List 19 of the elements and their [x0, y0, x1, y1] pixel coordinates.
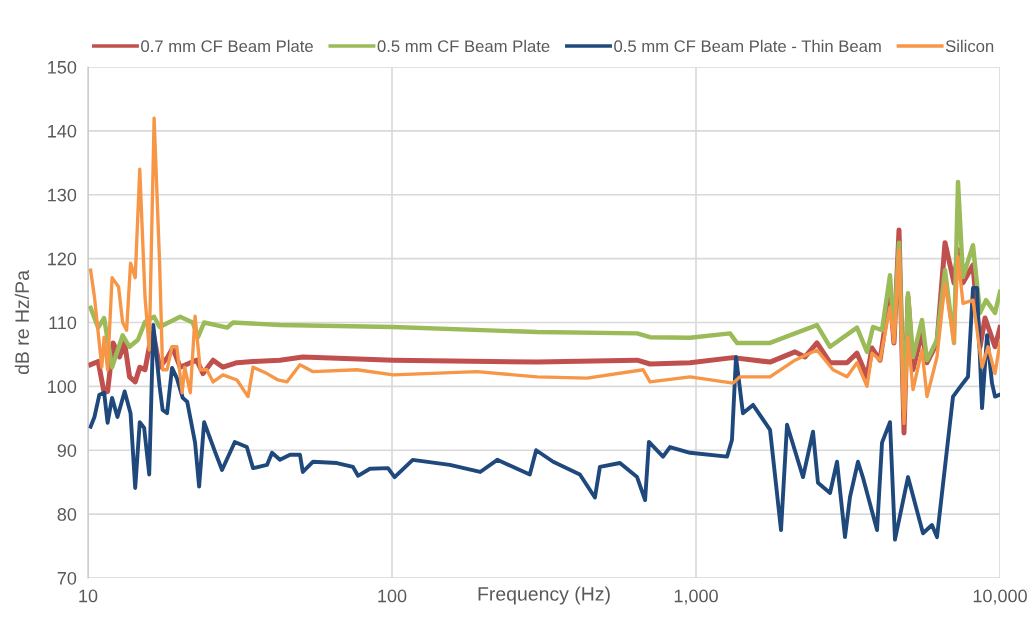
- y-tick-label: 100: [48, 380, 77, 394]
- x-tick-label: 10: [79, 589, 98, 603]
- y-tick-label: 70: [57, 571, 77, 585]
- y-tick-label: 110: [49, 316, 77, 330]
- y-tick-label: 80: [57, 508, 77, 521]
- y-tick-label: 140: [48, 124, 77, 138]
- x-tick-label: 100: [378, 589, 407, 603]
- y-tick-label: 120: [48, 252, 77, 266]
- x-tick-label: 10,000: [973, 589, 1027, 605]
- legend-label: 0.7 mm CF Beam Plate: [141, 39, 313, 53]
- y-axis-title: dB re Hz/Pa: [14, 270, 30, 375]
- legend-label: Silicon: [945, 39, 994, 53]
- x-axis-title: Frequency (Hz): [478, 586, 610, 605]
- y-tick-label: 150: [48, 60, 77, 74]
- legend-label: 0.5 mm CF Beam Plate - Thin Beam: [614, 39, 881, 53]
- y-tick-label: 90: [57, 444, 77, 457]
- x-tick-label: 1,000: [674, 589, 718, 605]
- y-tick-label: 130: [48, 188, 77, 202]
- legend-label: 0.5 mm CF Beam Plate: [377, 39, 550, 53]
